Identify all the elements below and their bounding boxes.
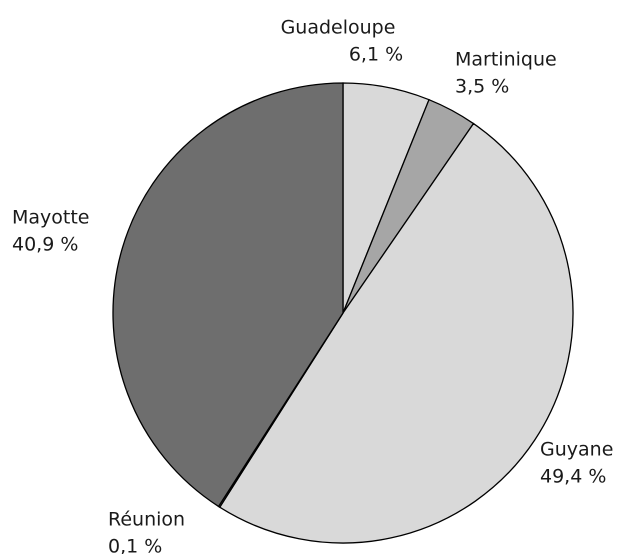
slice-value-label: 0,1 %: [108, 536, 162, 554]
pie-slice: [112, 82, 344, 508]
slice-label: Guadeloupe: [281, 17, 396, 39]
slice-label: Martinique: [455, 49, 557, 71]
slice-label: Mayotte: [12, 207, 90, 229]
slice-value-label: 3,5 %: [455, 76, 509, 98]
slice-value-label: 49,4 %: [540, 466, 606, 488]
slice-label: Réunion: [108, 509, 185, 531]
pie-slice: [218, 122, 574, 544]
slice-label: Guyane: [540, 439, 613, 461]
slice-value-label: 6,1 %: [349, 44, 403, 66]
slice-value-label: 40,9 %: [12, 234, 78, 256]
